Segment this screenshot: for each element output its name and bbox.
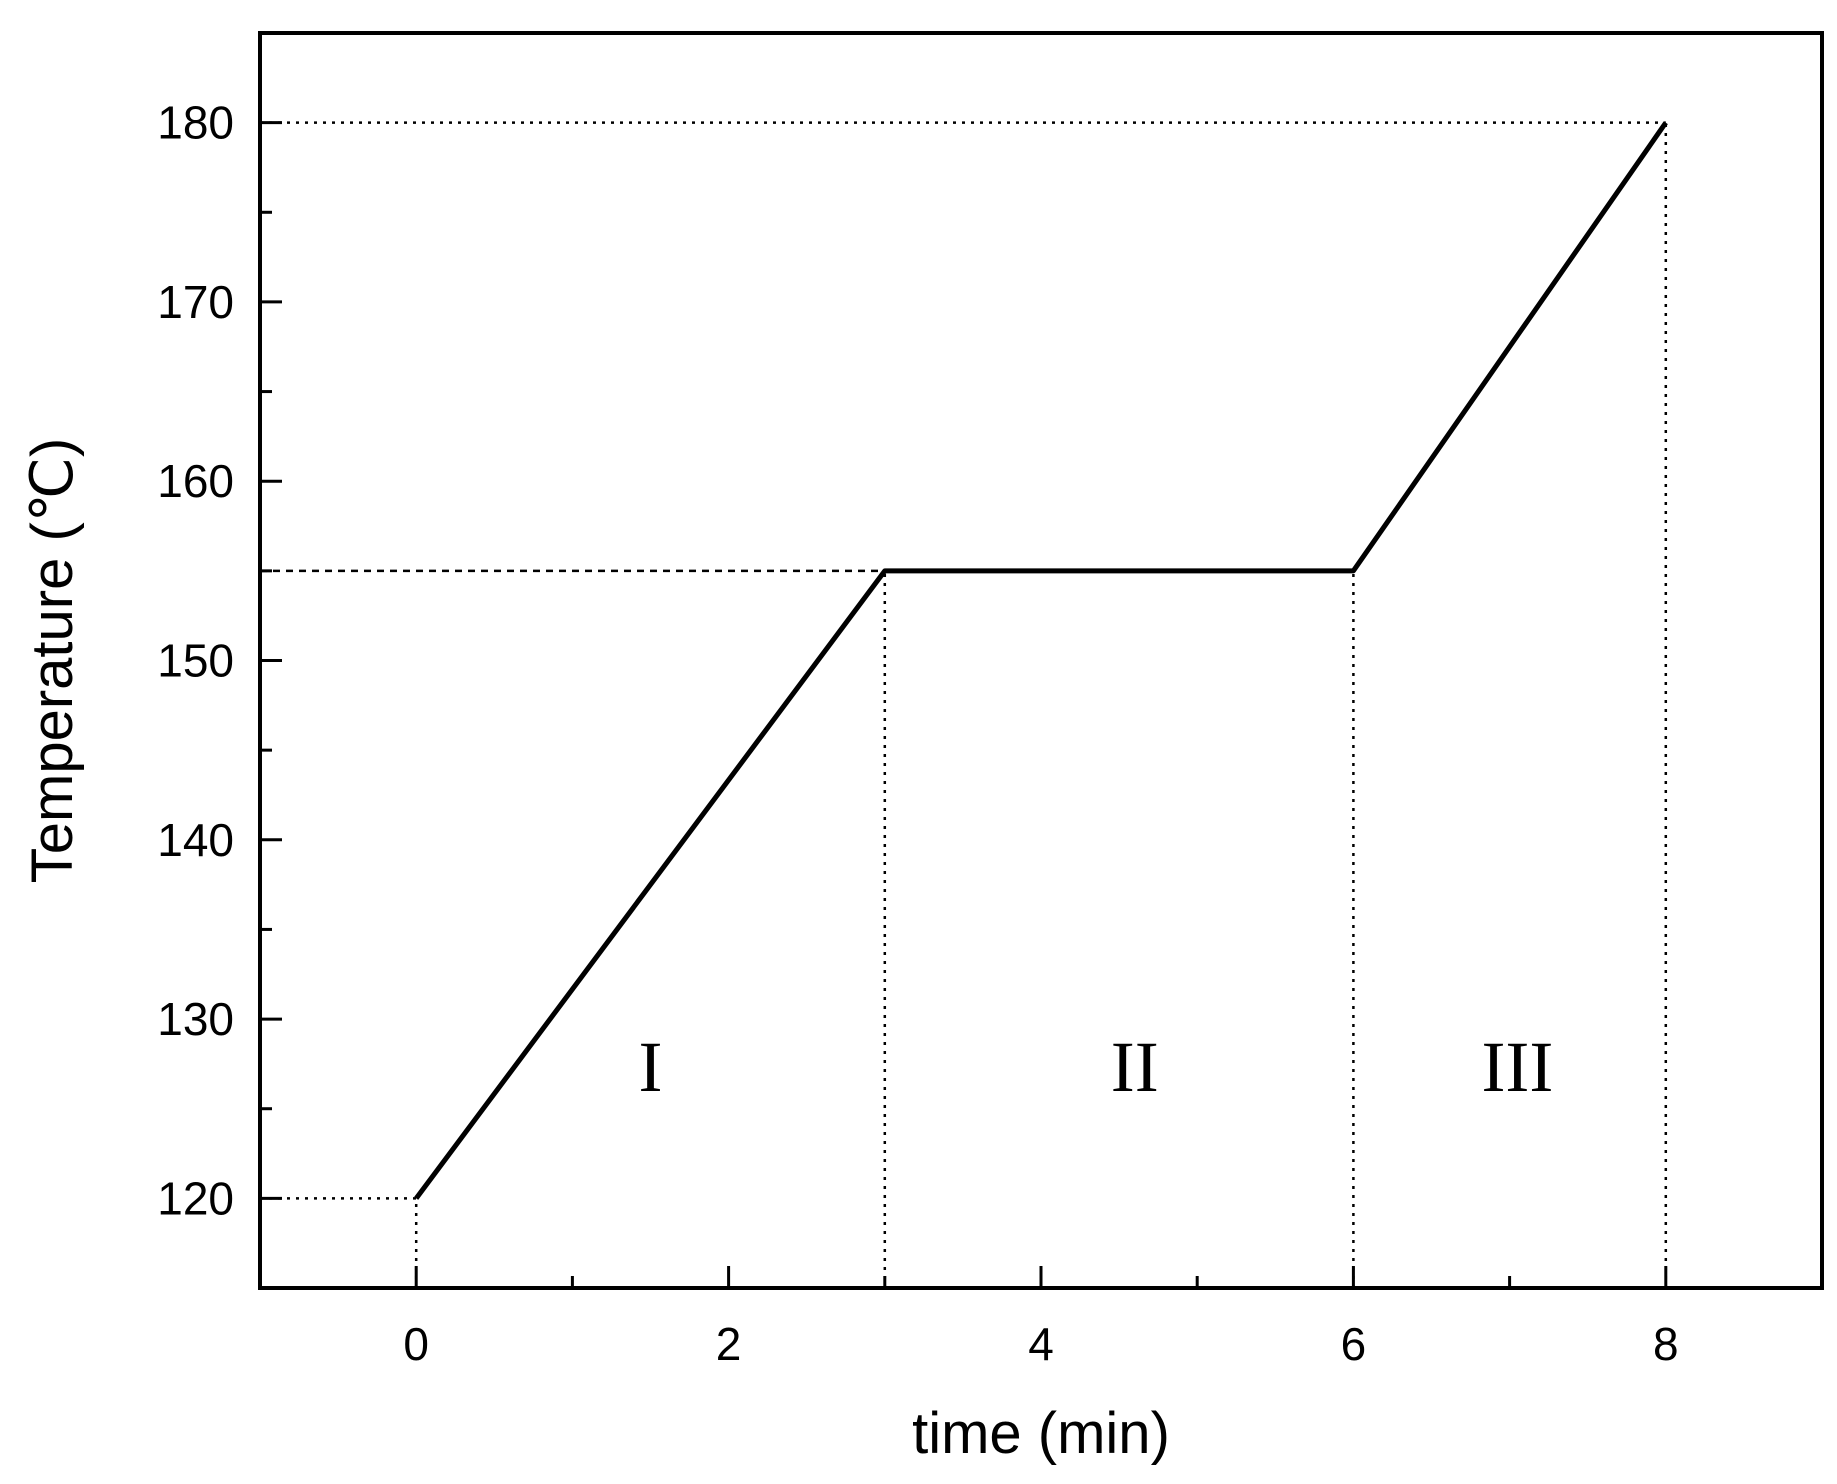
x-axis-title: time (min) <box>912 1401 1170 1466</box>
x-tick-label-8: 8 <box>1653 1318 1679 1370</box>
x-tick-label-0: 0 <box>403 1318 429 1370</box>
series-line-0 <box>414 121 1668 1200</box>
y-tick-label-170: 170 <box>157 276 234 328</box>
y-tick-label-140: 140 <box>157 814 234 866</box>
plot-frame <box>258 31 1824 1290</box>
y-tick-label-150: 150 <box>157 635 234 687</box>
axis-ticks <box>260 121 1668 1288</box>
y-tick-label-130: 130 <box>157 993 234 1045</box>
reference-lines <box>260 121 1668 1288</box>
stage-label-3: III <box>1481 1027 1553 1107</box>
stage-annotations: I II III <box>639 1027 1554 1107</box>
x-tick-label-4: 4 <box>1028 1318 1054 1370</box>
series-group <box>414 121 1668 1200</box>
y-tick-label-120: 120 <box>157 1172 234 1224</box>
tick-labels: 0 2 4 6 8 120 130 140 150 160 170 180 <box>157 97 1678 1370</box>
stage-label-2: II <box>1111 1027 1159 1107</box>
y-tick-label-160: 160 <box>157 455 234 507</box>
y-axis-title: Temperature (℃) <box>20 438 85 883</box>
x-tick-label-2: 2 <box>716 1318 742 1370</box>
x-tick-label-6: 6 <box>1341 1318 1367 1370</box>
y-tick-label-180: 180 <box>157 97 234 149</box>
stage-label-1: I <box>639 1027 663 1107</box>
